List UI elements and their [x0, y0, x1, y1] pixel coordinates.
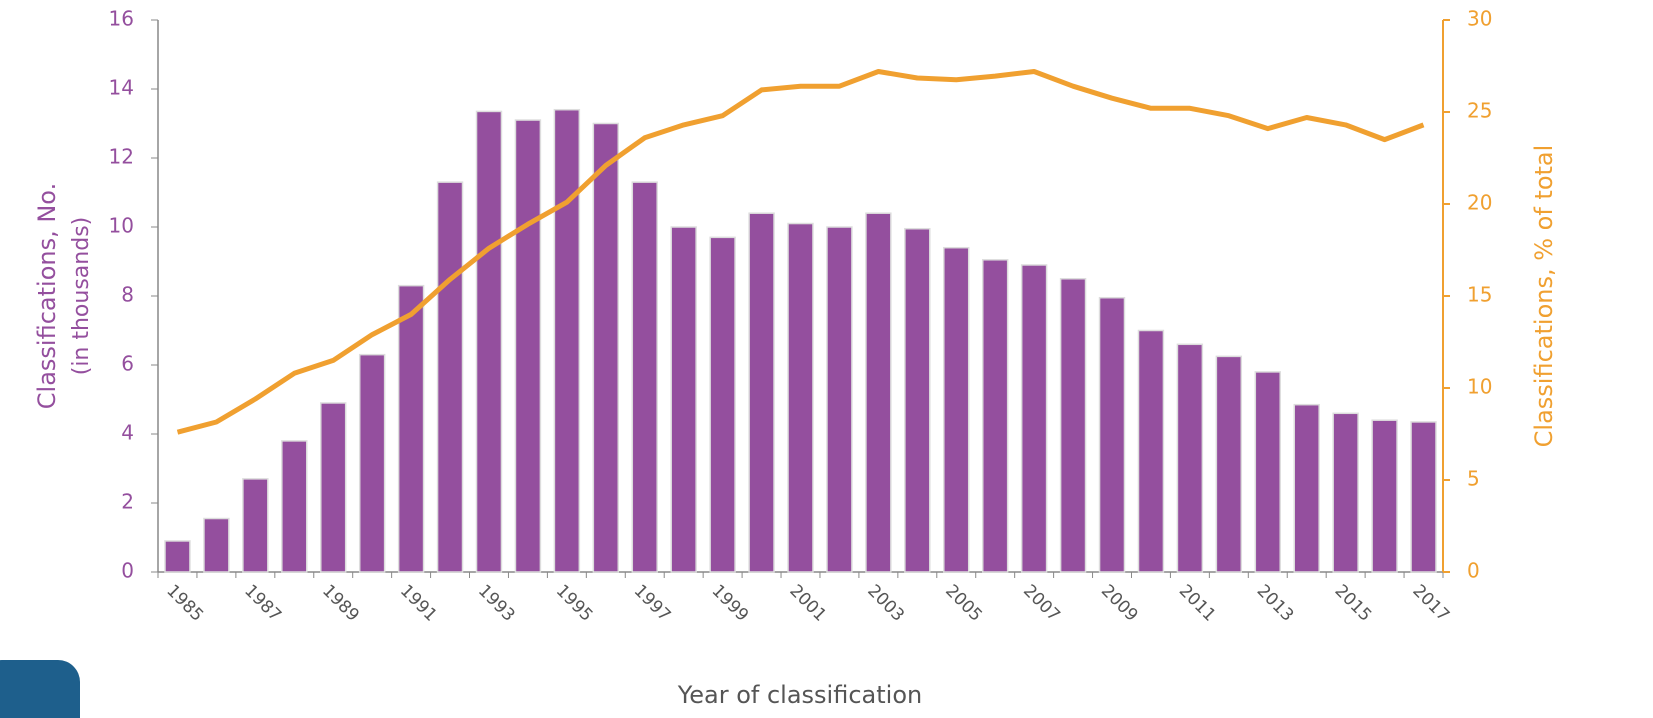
line: [176, 69, 1425, 435]
bar: [943, 246, 970, 573]
bar: [397, 284, 425, 573]
bar: [1098, 296, 1126, 573]
x-tick-label: 1997: [630, 581, 675, 626]
y-tick-label: 6: [121, 352, 134, 376]
x-tick-label: 1985: [162, 581, 207, 626]
y-tick-label: 4: [121, 421, 134, 445]
x-tick-label: 2015: [1331, 581, 1376, 626]
bar: [865, 212, 892, 573]
bar: [281, 440, 308, 573]
x-tick-label: 1989: [318, 581, 363, 626]
bar: [787, 222, 814, 573]
bar: [1137, 329, 1165, 573]
bar: [981, 259, 1009, 573]
bar: [475, 110, 503, 573]
bar: [1371, 419, 1398, 573]
x-tick-label: 2007: [1019, 581, 1064, 626]
x-tick-label: 1995: [552, 581, 597, 626]
x-tick-label: 1993: [474, 581, 519, 626]
y-tick-label: 10: [109, 214, 134, 238]
bar: [1410, 421, 1437, 573]
bar: [164, 540, 191, 573]
bar: [436, 181, 464, 573]
bar: [904, 227, 931, 573]
y-axis-label: (in thousands): [69, 217, 94, 376]
y-tick-label: 14: [109, 76, 134, 100]
x-axis-label: Year of classification: [677, 681, 922, 709]
bar: [1059, 278, 1087, 573]
x-tick-label: 2001: [785, 581, 830, 626]
y2-tick-label: 15: [1467, 283, 1492, 307]
y2-tick-label: 5: [1467, 467, 1480, 491]
y-tick-label: 2: [121, 490, 134, 514]
bar: [826, 226, 853, 573]
x-tick-label: 2003: [863, 581, 908, 626]
bar: [709, 236, 736, 573]
bar: [670, 226, 697, 573]
x-tick-label: 2017: [1408, 581, 1453, 626]
bar: [748, 212, 775, 573]
bar: [592, 122, 620, 573]
x-tick-label: 1987: [240, 581, 285, 626]
x-tick-label: 2005: [941, 581, 986, 626]
bar: [358, 353, 386, 573]
bar: [1332, 412, 1359, 573]
x-tick-label: 1991: [396, 581, 441, 626]
bar: [1293, 403, 1320, 573]
bar: [320, 402, 347, 573]
bar: [242, 478, 269, 573]
x-tick-label: 2013: [1253, 581, 1298, 626]
bar: [514, 119, 542, 573]
x-tick-label: 2009: [1097, 581, 1142, 626]
y-tick-label: 12: [109, 145, 134, 169]
bar: [553, 108, 581, 573]
y-axis-label: Classifications, No.: [33, 183, 61, 409]
bar: [1215, 355, 1243, 573]
y2-axis-label: Classifications, % of total: [1530, 145, 1558, 448]
y2-tick-label: 10: [1467, 375, 1492, 399]
corner-badge: [0, 660, 80, 718]
y-tick-label: 8: [121, 283, 134, 307]
y-tick-label: 0: [121, 559, 134, 583]
y2-tick-label: 20: [1467, 191, 1492, 215]
bar: [631, 181, 658, 573]
bar: [1176, 343, 1204, 573]
y-tick-label: 16: [109, 7, 134, 31]
x-tick-label: 1999: [708, 581, 753, 626]
bar: [203, 517, 230, 573]
x-tick-label: 2011: [1175, 581, 1220, 626]
bar: [1020, 264, 1048, 573]
bar: [1254, 371, 1281, 573]
y2-tick-label: 30: [1467, 7, 1492, 31]
y2-tick-label: 0: [1467, 559, 1480, 583]
y2-tick-label: 25: [1467, 99, 1492, 123]
